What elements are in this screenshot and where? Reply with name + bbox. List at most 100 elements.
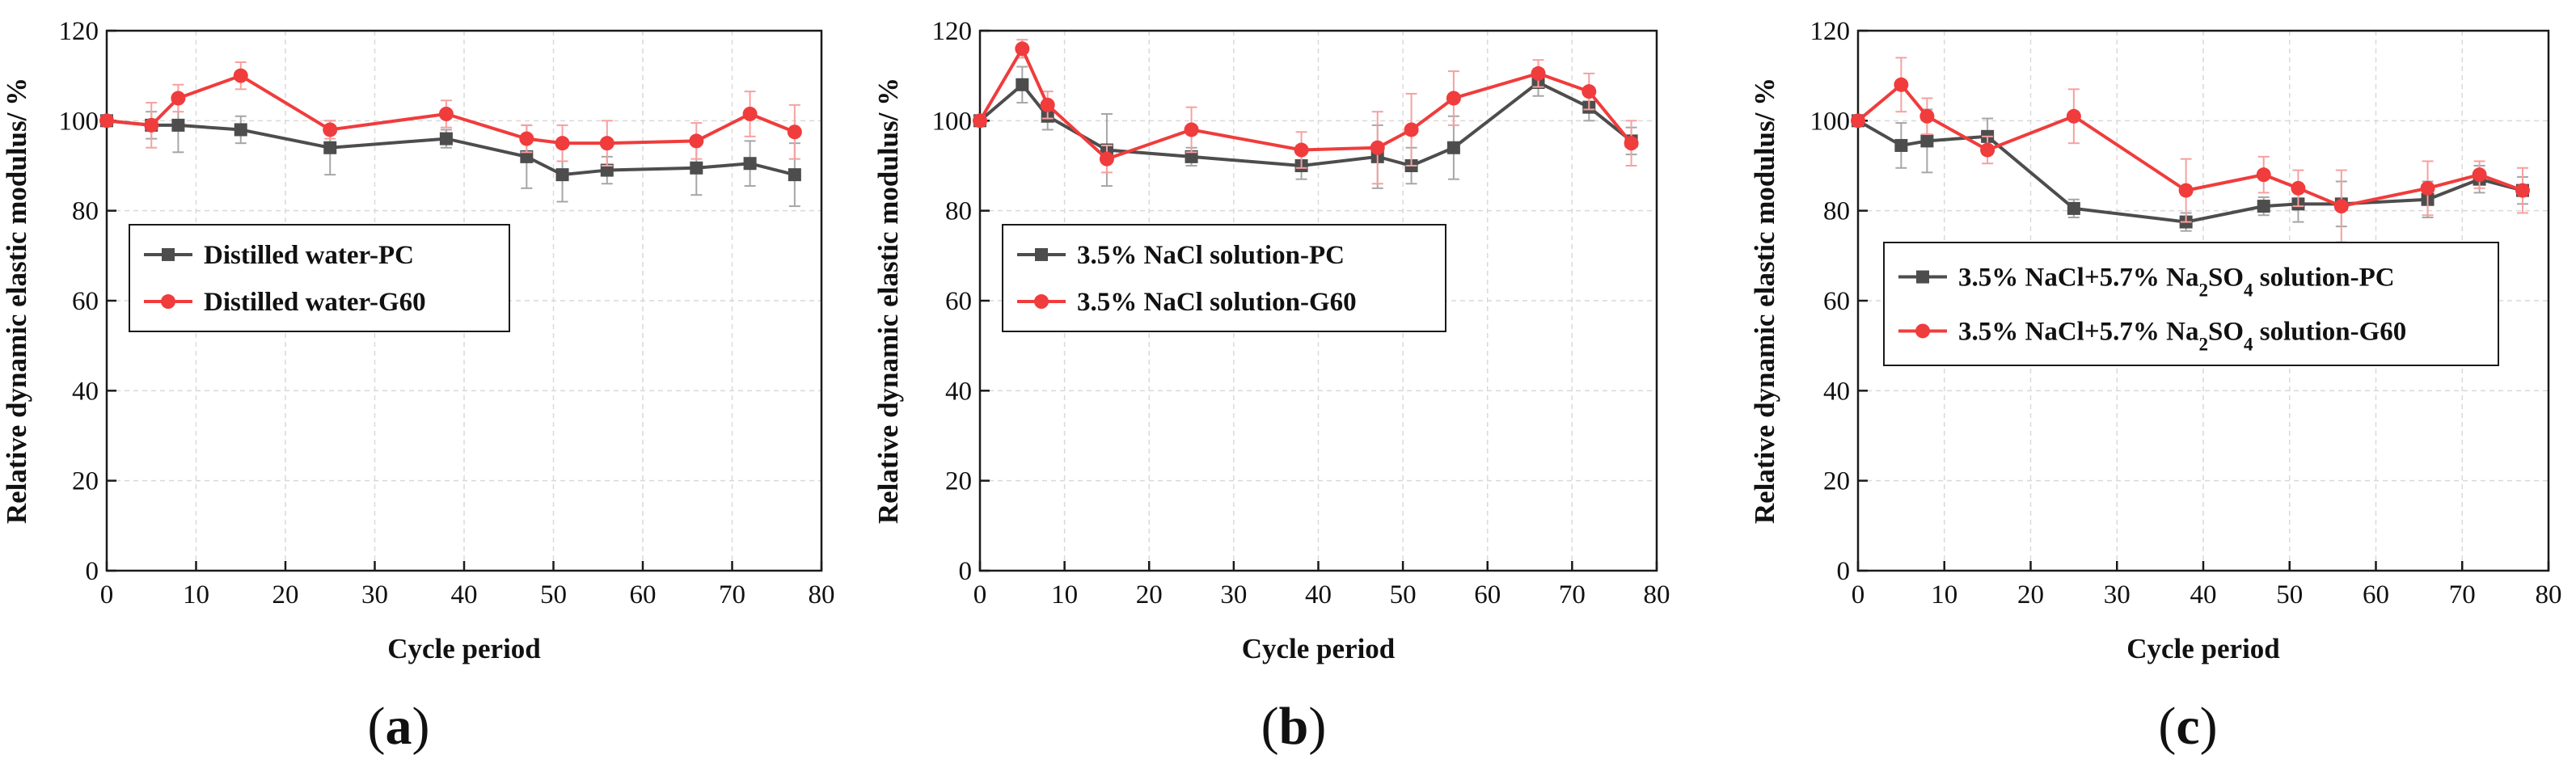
data-point — [1016, 78, 1029, 91]
y-tick-label: 60 — [72, 287, 99, 316]
data-point — [171, 118, 185, 132]
series-line — [1857, 119, 2523, 224]
x-tick-label: 60 — [1474, 580, 1501, 609]
legend-box — [1002, 224, 1446, 332]
chart-panel-b: 0 10 20 30 40 50 60 70 80 0 20 40 60 80 100 120 Cycle pe… — [872, 17, 1670, 756]
legend-label: Distilled water-G60 — [204, 288, 426, 317]
legend-label: 3.5% NaCl+5.7% Na2SO4 solution-G60 — [1958, 317, 2406, 354]
y-tick-label: 80 — [1823, 197, 1850, 226]
data-point — [171, 91, 186, 106]
x-tick-label: 80 — [1644, 580, 1670, 609]
data-point — [2066, 108, 2081, 124]
y-tick-label: 100 — [932, 107, 973, 136]
data-point — [973, 113, 987, 129]
x-tick-label: 10 — [183, 580, 209, 609]
x-tick-label: 20 — [1136, 580, 1163, 609]
data-point — [1919, 108, 1935, 124]
legend-box — [129, 224, 510, 332]
legend-label: 3.5% NaCl+5.7% Na2SO4 solution-PC — [1958, 264, 2395, 301]
x-tick-label: 70 — [2449, 580, 2476, 609]
legend-marker — [161, 294, 175, 310]
series-g60 — [99, 61, 802, 167]
data-point — [689, 133, 704, 149]
y-tick-label: 100 — [1810, 107, 1851, 136]
y-tick-label: 20 — [72, 467, 99, 496]
x-tick-label: 40 — [451, 580, 478, 609]
series-g60 — [973, 39, 1639, 185]
y-axis-label: Relative dynamic elastic modulus/ % — [1, 78, 32, 524]
data-point — [1015, 41, 1030, 57]
data-point — [1184, 122, 1199, 137]
x-tick-label: 50 — [1390, 580, 1417, 609]
data-point — [2472, 167, 2487, 183]
x-tick-label: 0 — [973, 580, 987, 609]
data-point — [2257, 200, 2270, 213]
y-tick-label: 20 — [1823, 467, 1850, 496]
y-tick-label: 80 — [72, 197, 99, 226]
y-tick-label: 60 — [1823, 287, 1850, 316]
x-tick-label: 20 — [272, 580, 299, 609]
data-point — [323, 122, 338, 137]
data-point — [323, 141, 337, 154]
y-tick-label: 20 — [945, 467, 972, 496]
y-tick-label: 120 — [1810, 17, 1851, 46]
y-tick-label: 0 — [959, 557, 973, 586]
data-point — [233, 68, 248, 83]
legend-marker — [162, 247, 175, 261]
data-point — [1099, 151, 1114, 167]
x-tick-label: 50 — [2276, 580, 2303, 609]
y-tick-label: 100 — [59, 107, 99, 136]
chart-panel-c: 0 10 20 30 40 50 60 70 80 0 20 40 60 80 100 120 Cycle pe… — [1749, 17, 2562, 756]
data-point — [1404, 122, 1419, 137]
x-tick-label: 0 — [1852, 580, 1865, 609]
x-tick-label: 70 — [719, 580, 745, 609]
data-point — [787, 124, 802, 140]
y-tick-label: 120 — [932, 17, 973, 46]
data-point — [1920, 134, 1934, 148]
x-tick-label: 80 — [2536, 580, 2562, 609]
x-tick-label: 30 — [361, 580, 388, 609]
data-point — [234, 123, 247, 137]
data-point — [600, 163, 614, 177]
y-tick-label: 80 — [945, 197, 972, 226]
x-axis-label: Cycle period — [2126, 633, 2280, 664]
data-point — [2291, 180, 2306, 196]
data-point — [1370, 140, 1385, 155]
data-point — [1581, 84, 1597, 99]
data-point — [743, 157, 757, 171]
x-tick-label: 40 — [2190, 580, 2217, 609]
legend-marker — [1915, 323, 1930, 339]
series-pc — [100, 97, 801, 208]
legend: 3.5% NaCl+5.7% Na2SO4 solution-PC 3.5% Na… — [1883, 242, 2499, 366]
legend-marker — [1035, 247, 1048, 261]
y-tick-label: 40 — [945, 377, 972, 406]
x-axis-label: Cycle period — [1242, 633, 1396, 664]
legend-label: Distilled water-PC — [204, 241, 414, 270]
x-tick-label: 40 — [1305, 580, 1332, 609]
legend-label: 3.5% NaCl solution-G60 — [1077, 288, 1357, 317]
data-point — [599, 136, 614, 151]
data-point — [788, 168, 801, 182]
y-axis-label: Relative dynamic elastic modulus/ % — [1749, 78, 1780, 524]
data-point — [2067, 201, 2080, 215]
x-tick-label: 70 — [1559, 580, 1586, 609]
legend-marker — [1916, 270, 1929, 284]
data-point — [520, 150, 534, 163]
x-tick-label: 50 — [540, 580, 567, 609]
data-point — [1446, 141, 1460, 154]
x-tick-label: 0 — [100, 580, 114, 609]
x-tick-label: 20 — [2017, 580, 2044, 609]
legend: Distilled water-PC Distilled water-G60 — [129, 224, 510, 332]
data-point — [742, 106, 758, 121]
series-g60 — [1851, 57, 2530, 243]
data-point — [1531, 65, 1546, 81]
panel-caption: (c) — [2158, 697, 2217, 756]
data-point — [555, 136, 570, 151]
data-point — [99, 113, 114, 129]
y-tick-label: 120 — [59, 17, 99, 46]
y-tick-label: 40 — [72, 377, 99, 406]
x-tick-label: 10 — [1931, 580, 1957, 609]
data-point — [555, 168, 569, 182]
x-axis-label: Cycle period — [387, 633, 541, 664]
data-point — [1185, 150, 1198, 163]
